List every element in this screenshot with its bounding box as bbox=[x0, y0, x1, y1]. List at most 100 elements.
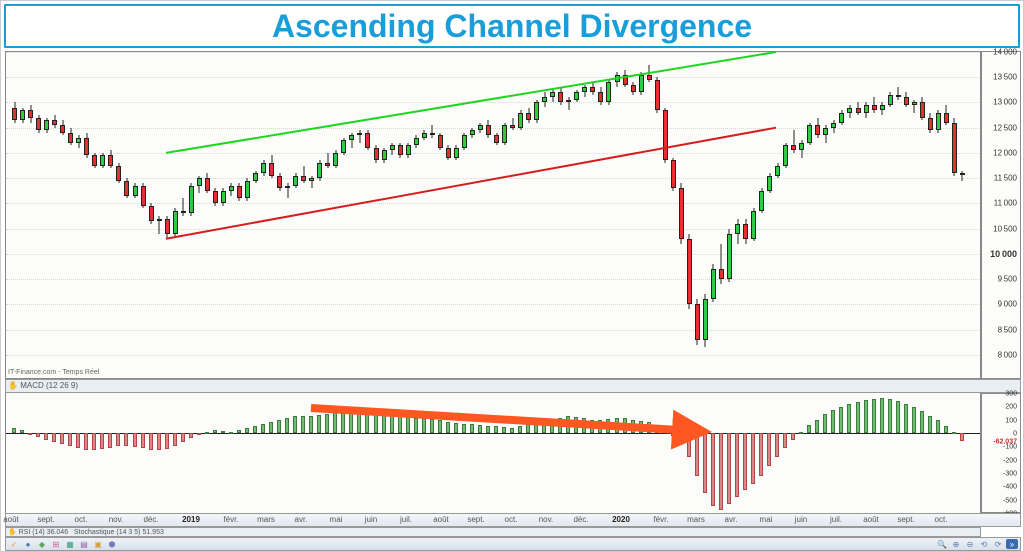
macd-bar bbox=[365, 412, 369, 433]
zoom-button[interactable]: ⟳ bbox=[992, 539, 1004, 549]
macd-bar bbox=[815, 420, 819, 433]
hand-icon: ✋ bbox=[8, 529, 17, 536]
candle bbox=[839, 52, 844, 380]
zoom-button[interactable]: ⊖ bbox=[964, 539, 976, 549]
macd-bar bbox=[124, 433, 128, 446]
candle bbox=[470, 52, 475, 380]
candle bbox=[936, 52, 941, 380]
macd-bar bbox=[944, 426, 948, 433]
candle bbox=[398, 52, 403, 380]
tool-button[interactable]: ✓ bbox=[8, 539, 20, 549]
candle bbox=[550, 52, 555, 380]
candle bbox=[462, 52, 467, 380]
candle bbox=[229, 52, 234, 380]
candle bbox=[141, 52, 146, 380]
macd-bar bbox=[333, 412, 337, 433]
candle bbox=[606, 52, 611, 380]
xaxis-label: juil. bbox=[830, 515, 842, 524]
macd-bar bbox=[84, 433, 88, 450]
hand-icon[interactable]: ✋ bbox=[8, 381, 18, 390]
macd-bar bbox=[687, 433, 691, 457]
candle bbox=[116, 52, 121, 380]
candle bbox=[791, 52, 796, 380]
macd-bar bbox=[920, 411, 924, 433]
macd-bar bbox=[133, 433, 137, 447]
macd-bar bbox=[422, 418, 426, 433]
candle bbox=[293, 52, 298, 380]
macd-bar bbox=[374, 413, 378, 433]
macd-bar bbox=[952, 432, 956, 434]
macd-bar bbox=[60, 433, 64, 444]
zoom-button[interactable]: ⟲ bbox=[978, 539, 990, 549]
candle bbox=[735, 52, 740, 380]
candle bbox=[558, 52, 563, 380]
candle bbox=[823, 52, 828, 380]
macd-bar bbox=[245, 428, 249, 433]
candle bbox=[406, 52, 411, 380]
macd-bar bbox=[277, 420, 281, 433]
candle bbox=[245, 52, 250, 380]
candle bbox=[655, 52, 660, 380]
candle bbox=[582, 52, 587, 380]
candle bbox=[783, 52, 788, 380]
candle bbox=[679, 52, 684, 380]
macd-bar bbox=[165, 433, 169, 449]
candle bbox=[68, 52, 73, 380]
xaxis-label: mars bbox=[257, 515, 275, 524]
tool-button[interactable]: ⬢ bbox=[106, 539, 118, 549]
candle bbox=[36, 52, 41, 380]
macd-bar bbox=[783, 433, 787, 448]
candle bbox=[261, 52, 266, 380]
candle bbox=[759, 52, 764, 380]
macd-bar bbox=[896, 401, 900, 433]
stoch-label: Stochastique (14 3 5) bbox=[74, 529, 141, 536]
macd-bar bbox=[470, 424, 474, 433]
macd-bar bbox=[349, 410, 353, 433]
tool-button[interactable]: ▤ bbox=[78, 539, 90, 549]
macd-bar bbox=[655, 425, 659, 433]
candle bbox=[703, 52, 708, 380]
tool-button[interactable]: ⊞ bbox=[50, 539, 62, 549]
macd-bar bbox=[20, 430, 24, 433]
macd-header: ✋ MACD (12 26 9) bbox=[5, 379, 1021, 393]
macd-bar bbox=[598, 420, 602, 433]
macd-bar bbox=[309, 416, 313, 433]
macd-bar bbox=[406, 417, 410, 433]
macd-bar bbox=[864, 400, 868, 433]
tool-button[interactable]: ▦ bbox=[64, 539, 76, 549]
candle bbox=[534, 52, 539, 380]
candle bbox=[181, 52, 186, 380]
candle bbox=[888, 52, 893, 380]
zoom-button[interactable]: 🔍 bbox=[936, 539, 948, 549]
candle bbox=[12, 52, 17, 380]
xaxis-label: 2019 bbox=[182, 515, 200, 524]
candle bbox=[775, 52, 780, 380]
macd-bar bbox=[414, 418, 418, 433]
xaxis-label: déc. bbox=[143, 515, 158, 524]
macd-bar bbox=[623, 418, 627, 433]
macd-bar bbox=[550, 419, 554, 433]
xaxis-label: juin bbox=[795, 515, 807, 524]
candle bbox=[912, 52, 917, 380]
expand-button[interactable]: » bbox=[1006, 539, 1018, 549]
candle bbox=[341, 52, 346, 380]
candle bbox=[333, 52, 338, 380]
candle bbox=[526, 52, 531, 380]
candle bbox=[864, 52, 869, 380]
candle bbox=[269, 52, 274, 380]
macd-bar bbox=[534, 422, 538, 433]
macd-bar bbox=[197, 433, 201, 435]
macd-bar bbox=[357, 410, 361, 433]
macd-bar bbox=[213, 430, 217, 433]
candle bbox=[880, 52, 885, 380]
candle bbox=[815, 52, 820, 380]
macd-bar bbox=[325, 414, 329, 433]
tool-button[interactable]: ● bbox=[22, 539, 34, 549]
macd-bar bbox=[100, 433, 104, 449]
zoom-button[interactable]: ⊕ bbox=[950, 539, 962, 549]
candle bbox=[799, 52, 804, 380]
tool-button[interactable]: ◆ bbox=[36, 539, 48, 549]
candle bbox=[944, 52, 949, 380]
tool-button[interactable]: ▣ bbox=[92, 539, 104, 549]
candle bbox=[952, 52, 957, 380]
